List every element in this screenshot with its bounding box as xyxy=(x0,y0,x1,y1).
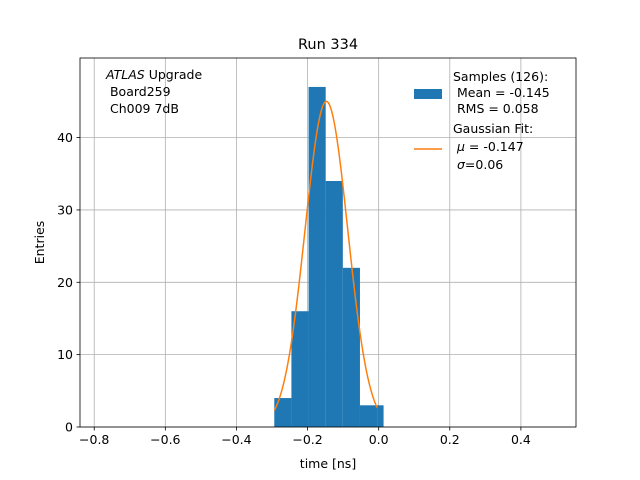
y-tick-label: 40 xyxy=(57,130,73,145)
x-tick-label: −0.8 xyxy=(79,432,109,447)
x-tick-label: 0.2 xyxy=(440,432,460,447)
histogram-bar xyxy=(274,398,292,427)
x-tick-label: 0.4 xyxy=(511,432,531,447)
legend-fit-title: Gaussian Fit: xyxy=(453,121,533,136)
chart-title: Run 334 xyxy=(298,37,358,53)
legend-sigma-value: =0.06 xyxy=(465,157,503,172)
legend-samples-title: Samples (126): xyxy=(453,69,548,84)
x-tick-label: −0.4 xyxy=(221,432,251,447)
legend-mu-symbol: μ xyxy=(456,139,465,154)
annotation-upgrade: Upgrade xyxy=(145,67,203,82)
legend: Samples (126): Mean = -0.145 RMS = 0.058… xyxy=(414,69,550,172)
x-tick-label: −0.6 xyxy=(150,432,180,447)
annotation-channel: Ch009 7dB xyxy=(106,101,179,116)
legend-samples-rms: RMS = 0.058 xyxy=(453,101,539,116)
y-axis-label: Entries xyxy=(32,221,47,265)
histogram-bar xyxy=(308,86,326,428)
histogram-bar xyxy=(325,181,343,427)
x-tick-label: −0.2 xyxy=(292,432,322,447)
y-tick-label: 10 xyxy=(57,347,73,362)
annotation-line-1: ATLAS Upgrade xyxy=(105,67,202,82)
y-axis-ticks: 0 10 20 30 40 xyxy=(57,130,80,435)
gaussian-fit-line xyxy=(273,100,378,411)
histogram-bar xyxy=(359,405,378,427)
histogram-bars xyxy=(274,86,384,428)
plot-frame xyxy=(79,57,577,428)
histogram-bar xyxy=(291,311,309,427)
legend-fit-sigma: σ=0.06 xyxy=(453,157,503,172)
legend-samples-patch xyxy=(414,89,442,99)
x-axis-ticks: −0.8 −0.6 −0.4 −0.2 0.0 0.2 0.4 xyxy=(79,427,531,447)
legend-samples-mean: Mean = -0.145 xyxy=(453,85,550,100)
histogram-bar xyxy=(377,405,384,427)
legend-mu-value: = -0.147 xyxy=(465,139,524,154)
legend-fit-mu: μ = -0.147 xyxy=(453,139,524,154)
atlas-annotation: ATLAS Upgrade Board259 Ch009 7dB xyxy=(105,67,202,116)
y-tick-label: 0 xyxy=(65,420,73,435)
legend-sigma-symbol: σ xyxy=(457,157,466,172)
y-tick-label: 20 xyxy=(57,275,73,290)
y-tick-label: 30 xyxy=(57,202,73,217)
annotation-board: Board259 xyxy=(106,84,171,99)
x-tick-label: 0.0 xyxy=(369,432,389,447)
annotation-atlas: ATLAS xyxy=(105,67,145,82)
histogram-bar xyxy=(342,267,360,427)
x-axis-label: time [ns] xyxy=(300,456,356,471)
